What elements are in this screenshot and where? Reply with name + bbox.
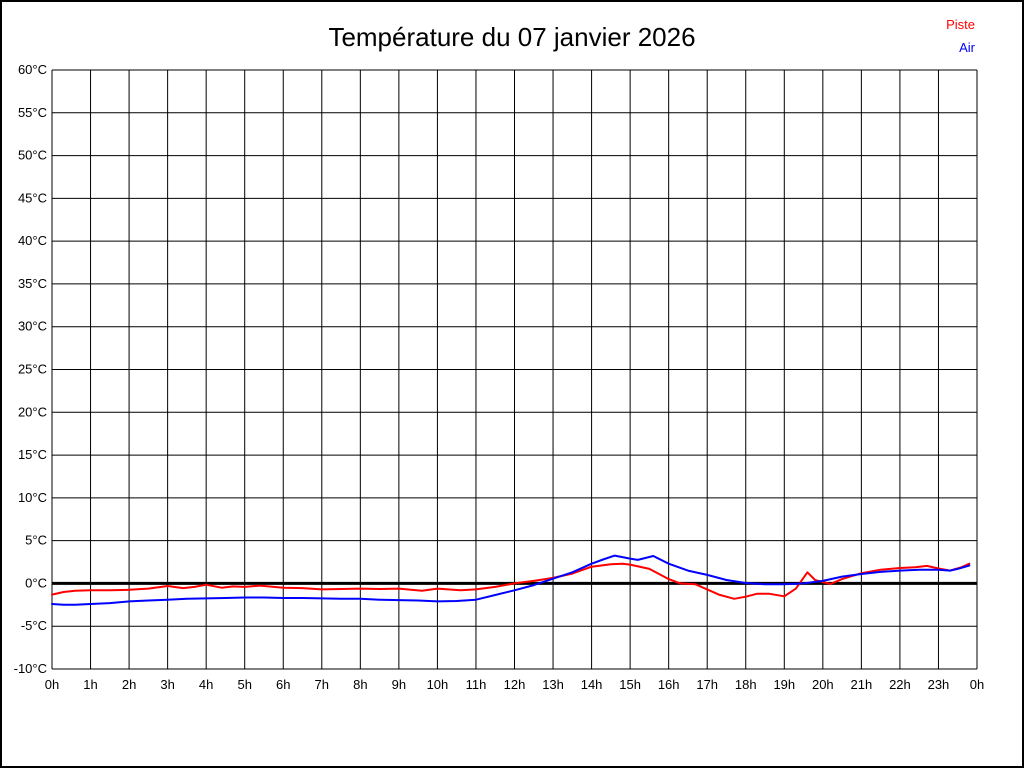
y-tick-label: 30°C — [18, 319, 47, 334]
x-tick-label: 5h — [237, 677, 251, 692]
y-tick-label: 20°C — [18, 404, 47, 419]
x-tick-label: 11h — [466, 677, 487, 692]
x-tick-label: 19h — [773, 677, 795, 692]
x-tick-label: 3h — [160, 677, 174, 692]
x-tick-label: 14h — [581, 677, 603, 692]
legend: Piste Air — [946, 13, 975, 59]
x-tick-label: 2h — [122, 677, 136, 692]
x-tick-label: 22h — [889, 677, 911, 692]
x-tick-label: 6h — [276, 677, 290, 692]
chart-title: Température du 07 janvier 2026 — [328, 22, 696, 52]
y-tick-label: 55°C — [18, 105, 47, 120]
legend-item-piste: Piste — [946, 17, 975, 32]
y-tick-label: 60°C — [18, 62, 47, 77]
x-tick-label: 8h — [353, 677, 367, 692]
x-tick-label: 10h — [427, 677, 449, 692]
y-tick-label: 40°C — [18, 233, 47, 248]
series-line-piste — [51, 562, 971, 600]
x-tick-label: 7h — [315, 677, 329, 692]
x-tick-label: 12h — [504, 677, 526, 692]
x-tick-label: 18h — [735, 677, 757, 692]
x-tick-label: 4h — [199, 677, 213, 692]
y-tick-label: 0°C — [25, 575, 47, 590]
legend-item-air: Air — [959, 40, 975, 55]
y-tick-label: 45°C — [18, 190, 47, 205]
y-tick-label: 25°C — [18, 362, 47, 377]
x-tick-label: 23h — [928, 677, 950, 692]
x-tick-label: 20h — [812, 677, 834, 692]
x-tick-label: 16h — [658, 677, 680, 692]
x-tick-label: 15h — [619, 677, 641, 692]
y-tick-label: 15°C — [18, 447, 47, 462]
x-tick-label: 17h — [696, 677, 718, 692]
y-tick-label: 10°C — [18, 490, 47, 505]
x-tick-label: 13h — [542, 677, 564, 692]
x-tick-label: 1h — [83, 677, 97, 692]
y-tick-label: 5°C — [25, 533, 47, 548]
y-tick-label: -10°C — [14, 661, 47, 676]
x-tick-label: 0h — [970, 677, 984, 692]
series-line-air — [51, 554, 971, 606]
x-tick-label: 9h — [392, 677, 406, 692]
x-tick-label: 21h — [851, 677, 873, 692]
y-tick-label: -5°C — [21, 618, 47, 633]
y-tick-label: 35°C — [18, 276, 47, 291]
y-tick-label: 50°C — [18, 148, 47, 163]
x-tick-label: 0h — [45, 677, 59, 692]
